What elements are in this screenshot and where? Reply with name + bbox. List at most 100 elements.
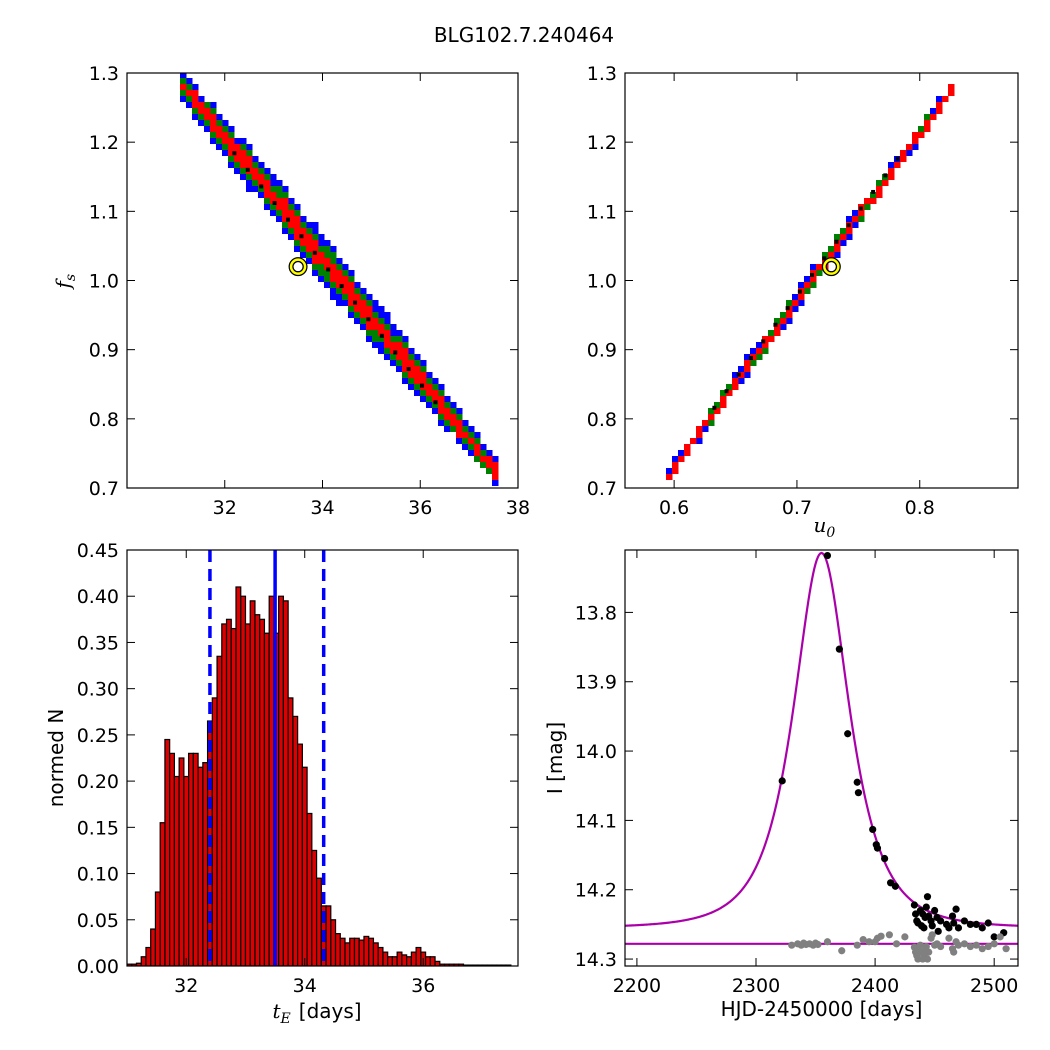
heatmap-cell — [306, 234, 313, 252]
heatmap-cell — [912, 132, 919, 138]
heatmap-cells — [180, 73, 499, 486]
histogram-bar — [406, 956, 412, 966]
residual-point — [865, 938, 873, 946]
heatmap-cell — [720, 402, 727, 408]
residual-point — [877, 932, 885, 940]
y-tick-label: 0.40 — [77, 586, 119, 608]
histogram-bar — [192, 752, 199, 966]
residual-point — [925, 948, 933, 956]
histogram-bar — [325, 905, 332, 966]
histogram-bar — [178, 757, 185, 966]
heatmap-cell — [696, 426, 703, 432]
x-tick-label: 32 — [213, 497, 237, 519]
heatmap-cell — [324, 258, 331, 270]
residual-point — [923, 955, 932, 963]
data-point — [990, 933, 998, 941]
axes-frame — [126, 549, 519, 967]
heatmap-cell — [726, 390, 733, 396]
histogram-bar — [259, 618, 266, 966]
data-point — [960, 917, 969, 925]
histogram-bar — [202, 762, 209, 966]
density-peak-cell — [773, 322, 778, 327]
heatmap-cell — [846, 228, 853, 234]
residual-point — [950, 948, 958, 956]
histogram-bar — [334, 933, 341, 966]
histogram-bar — [353, 937, 360, 966]
residual-point — [954, 941, 963, 949]
histogram-bar — [268, 595, 275, 966]
data-point — [835, 645, 843, 653]
heatmap-cell — [774, 324, 781, 330]
density-peak-cell — [834, 239, 839, 244]
histogram-bar — [292, 715, 299, 966]
residual-point — [960, 940, 969, 948]
density-peak-cell — [797, 289, 802, 294]
heatmap-cell — [348, 288, 355, 306]
heatmap-cell — [492, 468, 499, 480]
density-peak-cell — [810, 272, 815, 277]
heatmap-cell — [186, 90, 193, 96]
histogram-bar — [349, 937, 356, 966]
x-axis-label: u0 — [814, 513, 836, 541]
y-tick-label: 0.20 — [77, 771, 119, 793]
y-axis-label: I [mag] — [543, 722, 567, 794]
residual-point — [838, 947, 846, 955]
axes-frame — [126, 72, 519, 489]
histogram-bar — [306, 812, 313, 966]
residual-point — [984, 942, 992, 951]
density-peak-cell — [312, 250, 317, 255]
heatmap-cell — [282, 204, 289, 222]
heatmap-cell — [852, 216, 859, 222]
y-tick-label: 1.3 — [587, 63, 617, 85]
data-point — [984, 919, 992, 927]
heatmap-cell — [936, 108, 943, 114]
density-peak-cell — [871, 189, 876, 194]
heatmap-cell — [258, 174, 265, 186]
heatmap-cell — [240, 150, 247, 168]
residual-point — [996, 933, 1004, 941]
heatmap-cell — [408, 360, 415, 378]
heatmap-cell — [216, 126, 223, 138]
heatmap-cell — [780, 318, 787, 324]
heatmap-cell — [276, 198, 283, 210]
heatmap-cell — [708, 414, 715, 420]
heatmap-cell — [918, 132, 925, 138]
heatmap-cell — [252, 168, 259, 180]
density-peak-cell — [232, 151, 237, 156]
histogram-bar — [235, 586, 242, 966]
density-peak-cell — [353, 300, 358, 305]
heatmap-cell — [900, 156, 907, 162]
histogram-bar — [410, 951, 417, 966]
density-peak-cell — [393, 350, 398, 355]
histogram-bar — [249, 600, 256, 966]
x-tick-label: 38 — [506, 497, 530, 519]
panel-top-right: 0.6 0.7 0.8 0.7 0.8 0.9 1.0 1.1 1.2 1.3 — [587, 63, 1019, 519]
heatmap-cell — [762, 336, 769, 342]
heatmap-cell — [354, 294, 361, 312]
histogram-bar — [311, 849, 318, 966]
heatmap-cell — [462, 432, 469, 438]
heatmap-cell — [318, 252, 325, 264]
histogram-bar — [339, 937, 346, 966]
data-point — [869, 825, 877, 834]
residual-point — [945, 934, 953, 942]
heatmap-cell — [786, 312, 793, 318]
heatmap-cell — [234, 144, 241, 162]
histogram-bar — [164, 738, 171, 966]
x-tick-label: 36 — [408, 497, 432, 519]
histogram-bar — [301, 766, 308, 966]
data-point — [945, 924, 953, 932]
heatmap-cell — [468, 438, 475, 444]
x-tick-label: 0.7 — [782, 497, 812, 519]
heatmap-cell — [882, 180, 889, 186]
histogram-bar — [225, 618, 232, 966]
heatmap-cell — [912, 138, 919, 144]
heatmap-cell — [696, 432, 703, 438]
y-tick-label: 0.8 — [587, 409, 617, 431]
data-point — [954, 924, 963, 932]
residual-point — [922, 942, 930, 951]
histogram-bar — [244, 623, 251, 966]
heatmap-cell — [768, 336, 775, 342]
heatmap-cell — [270, 192, 277, 204]
y-tick-label: 13.8 — [575, 602, 617, 624]
